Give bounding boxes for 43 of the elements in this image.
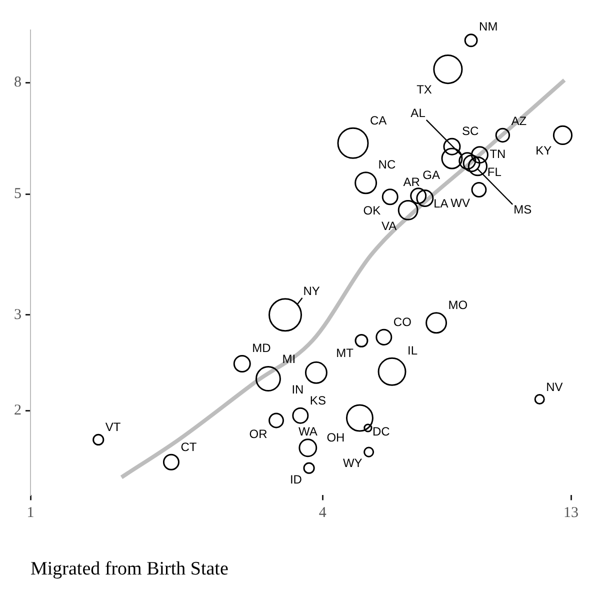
series-label: CT	[180, 440, 198, 454]
series-label: ID	[290, 472, 302, 486]
series-label: KS	[310, 393, 326, 408]
series-label: AR	[403, 174, 420, 189]
x-tick-label: 4	[318, 505, 327, 522]
series-label: NC	[378, 158, 396, 172]
y-tick-label: 3	[14, 306, 22, 323]
y-tick-label: 5	[14, 186, 22, 202]
series-label: AZ	[511, 114, 527, 128]
series-label: NV	[546, 380, 563, 394]
series-label: OK	[363, 204, 381, 218]
series-label: VA	[381, 218, 397, 233]
series-label: OR	[249, 426, 268, 441]
series-label: OH	[326, 430, 345, 444]
series-label: WA	[298, 424, 318, 439]
series-label: LA	[434, 196, 448, 210]
series-label: WV	[450, 196, 470, 210]
series-label: GA	[422, 168, 440, 182]
series-label: SC	[462, 124, 479, 138]
x-axis-title: Migrated from Birth State	[30, 558, 228, 580]
series-label: KY	[536, 144, 552, 158]
series-label: MO	[448, 298, 468, 312]
series-label: NY	[303, 284, 320, 298]
series-label: DC	[372, 424, 390, 438]
series-label: FL	[487, 164, 502, 179]
series-label: MI	[282, 352, 296, 366]
y-tick-label: 2	[14, 402, 22, 419]
text: AL	[410, 106, 426, 120]
series-label: CA	[370, 113, 387, 128]
series-label: TN	[490, 147, 506, 162]
y-tick-label: 8	[14, 74, 22, 91]
x-tick-label: 13	[564, 505, 578, 522]
series-label: WY	[342, 456, 362, 470]
series-label: VT	[105, 420, 122, 434]
series-label: CO	[393, 314, 412, 329]
series-label: IL	[408, 343, 418, 358]
series-label: TX	[416, 82, 432, 97]
text: MS	[514, 202, 532, 217]
series-label: MD	[252, 341, 272, 356]
series-label: IN	[292, 382, 304, 396]
x-tick-label: 1	[26, 505, 34, 522]
series-label: MT	[336, 346, 354, 360]
series-label: NM	[479, 20, 498, 34]
